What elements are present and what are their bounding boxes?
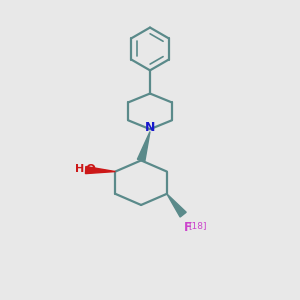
Polygon shape [85, 167, 115, 174]
Polygon shape [137, 132, 150, 161]
Text: [18]: [18] [188, 221, 207, 230]
Text: F: F [184, 221, 192, 234]
Text: H: H [75, 164, 84, 174]
Text: N: N [145, 121, 155, 134]
Text: O: O [85, 163, 95, 176]
Polygon shape [167, 194, 186, 217]
